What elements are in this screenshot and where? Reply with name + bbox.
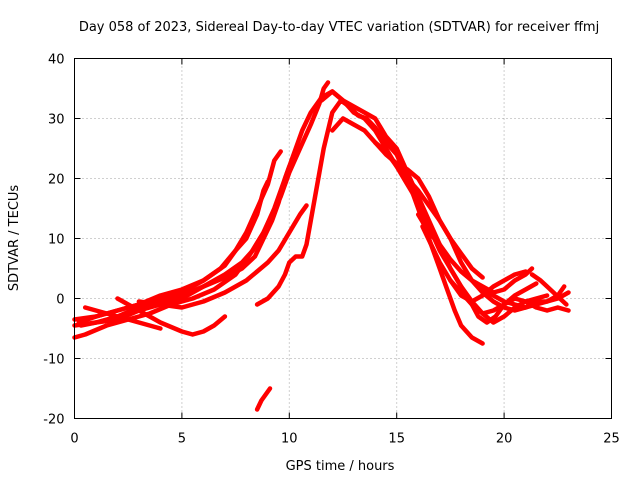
x-tick-label: 25 [603, 432, 620, 447]
y-tick-label: 20 [48, 173, 65, 188]
grid [74, 58, 612, 419]
y-tick-label: 10 [48, 233, 65, 248]
x-axis-label: GPS time / hours [286, 459, 395, 474]
x-tick-label: 0 [70, 432, 78, 447]
series-arc-r [254, 386, 273, 412]
series-arc-j [319, 89, 550, 325]
x-tick-label: 5 [178, 432, 186, 447]
chart-title: Day 058 of 2023, Sidereal Day-to-day VTE… [79, 20, 599, 35]
y-tick-label: 0 [56, 293, 64, 308]
series-arc-h [136, 203, 309, 310]
series-layer [72, 80, 571, 412]
x-tick-label: 10 [281, 432, 298, 447]
series-arc-p [480, 284, 567, 310]
y-tick-label: -20 [43, 413, 64, 428]
y-tick-label: 30 [48, 113, 65, 128]
series-arc-q [529, 272, 569, 307]
series-arc-m [415, 212, 535, 295]
series-arc-a [72, 80, 331, 340]
series-arc-l [372, 140, 485, 280]
x-tick-label: 20 [496, 432, 513, 447]
x-tick-label: 15 [388, 432, 405, 447]
y-tick-label: -10 [43, 353, 64, 368]
y-tick-label: 40 [48, 53, 65, 68]
series-arc-f [115, 296, 228, 337]
series-arc-d [78, 164, 292, 328]
series-arc-g [82, 305, 163, 331]
y-axis-label: SDTVAR / TECUs [7, 185, 22, 292]
axis-ticks: 0 5 10 15 20 25 -20 -10 0 10 20 30 40 [43, 53, 620, 447]
series-arc-e [72, 149, 283, 322]
